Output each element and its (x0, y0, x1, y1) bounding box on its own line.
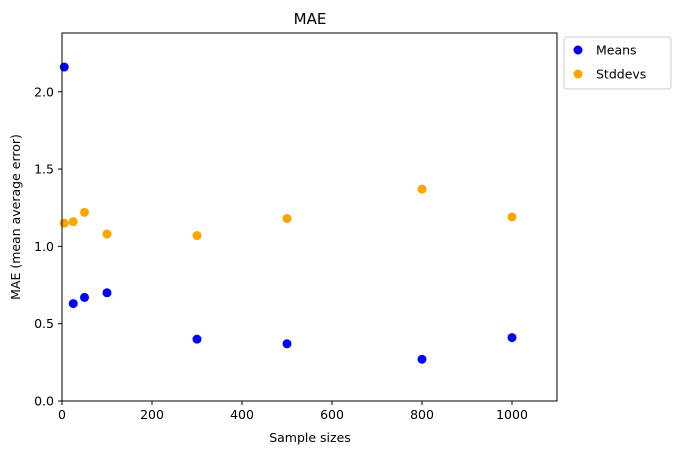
data-points (59, 62, 517, 364)
legend-label: Stddevs (596, 67, 646, 82)
point-means (192, 334, 202, 344)
chart-title: MAE (294, 10, 327, 28)
point-means (59, 62, 69, 72)
point-stddevs (282, 214, 292, 224)
point-stddevs (192, 231, 202, 241)
y-axis-ticks: 0.0 0.5 1.0 1.5 2.0 (34, 84, 62, 409)
point-means (507, 333, 517, 343)
x-tick-label: 400 (230, 407, 254, 422)
point-stddevs (102, 229, 112, 239)
x-tick-label: 0 (58, 407, 66, 422)
point-means (417, 354, 427, 364)
plot-frame (61, 32, 558, 402)
point-stddevs (507, 212, 517, 222)
y-tick-label: 1.5 (34, 162, 54, 177)
point-means (68, 299, 78, 309)
x-tick-label: 200 (140, 407, 164, 422)
x-axis-ticks: 0 200 400 600 800 1000 (58, 401, 528, 422)
point-stddevs (59, 218, 69, 228)
y-axis-label: MAE (mean average error) (8, 134, 23, 300)
y-tick-label: 0.0 (34, 394, 54, 409)
legend-box (563, 36, 672, 90)
point-means (80, 292, 89, 302)
legend-label: Means (596, 43, 637, 58)
x-tick-label: 600 (320, 407, 344, 422)
x-tick-label: 1000 (496, 407, 528, 422)
x-axis-label: Sample sizes (269, 430, 351, 445)
point-stddevs (80, 207, 89, 217)
point-means (282, 339, 292, 349)
y-tick-label: 0.5 (34, 316, 54, 331)
legend-marker (573, 45, 583, 55)
point-means (102, 288, 112, 298)
y-tick-label: 1.0 (34, 239, 54, 254)
legend: Means Stddevs (563, 36, 672, 90)
point-stddevs (68, 217, 78, 227)
y-tick-label: 2.0 (34, 84, 54, 99)
legend-marker (573, 69, 583, 79)
x-tick-label: 800 (410, 407, 434, 422)
point-stddevs (417, 184, 427, 194)
